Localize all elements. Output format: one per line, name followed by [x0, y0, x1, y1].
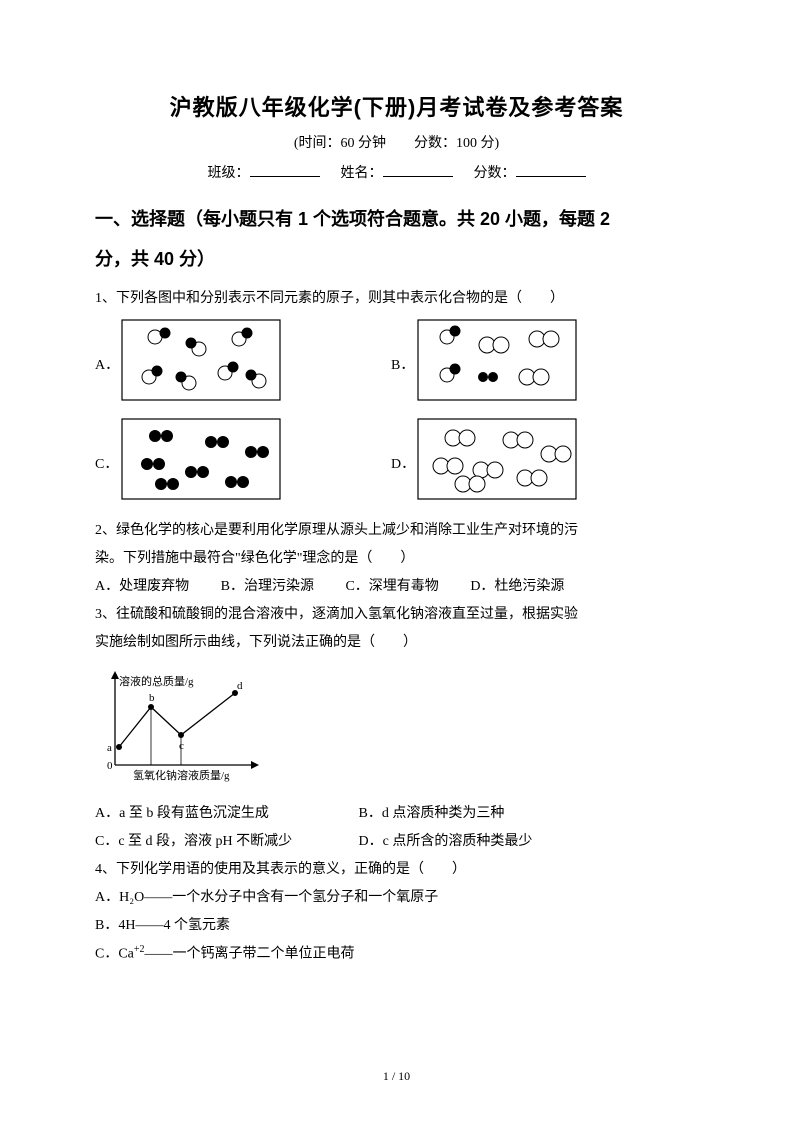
q3-option-b: B．d 点溶质种类为三种 — [359, 806, 505, 821]
class-blank[interactable] — [250, 162, 320, 177]
q3-point-a: a — [107, 742, 112, 754]
score-blank[interactable] — [516, 162, 586, 177]
q3-options-row1: A．a 至 b 段有蓝色沉淀生成 B．d 点溶质种类为三种 — [95, 800, 698, 828]
q1-row-cd: C． D． — [95, 418, 698, 511]
class-label: 班级： — [208, 166, 250, 181]
q1-label-d: D． — [391, 451, 417, 479]
section-1-heading-line1: 一、选择题（每小题只有 1 个选项符合题意。共 20 小题，每题 2 — [95, 200, 698, 240]
q3-point-b: b — [149, 692, 155, 704]
q1-label-b: B． — [391, 352, 417, 380]
q3-option-d: D．c 点所含的溶质种类最少 — [359, 834, 533, 849]
q1-label-c: C． — [95, 451, 121, 479]
page-number: 1 / 10 — [0, 1069, 793, 1084]
q2-text-line2: 染。下列措施中最符合"绿色化学"理念的是（ ） — [95, 545, 698, 573]
q4-c-post: ——一个钙离子带二个单位正电荷 — [145, 947, 355, 962]
q1-diagram-d — [417, 418, 577, 511]
svg-text:0: 0 — [107, 760, 113, 772]
q3-option-c: C．c 至 d 段，溶液 pH 不断减少 — [95, 828, 355, 856]
q1-row-ab: A． B． — [95, 319, 698, 412]
q1-diagram-b — [417, 319, 577, 412]
q4-option-c: C．Ca+2——一个钙离子带二个单位正电荷 — [95, 940, 698, 969]
q2-option-a: A．处理废弃物 — [95, 573, 189, 601]
q3-chart-xlabel: 氢氧化钠溶液质量/g — [133, 768, 230, 782]
q3-option-a: A．a 至 b 段有蓝色沉淀生成 — [95, 800, 355, 828]
q2-text-line1: 2、绿色化学的核心是要利用化学原理从源头上减少和消除工业生产对环境的污 — [95, 517, 698, 545]
exam-meta: (时间：60 分钟 分数：100 分) — [95, 132, 698, 152]
q1-diagram-c — [121, 418, 281, 511]
q3-text-line1: 3、往硫酸和硫酸铜的混合溶液中，逐滴加入氢氧化钠溶液直至过量，根据实验 — [95, 601, 698, 629]
section-1-heading: 一、选择题（每小题只有 1 个选项符合题意。共 20 小题，每题 2 分，共 4… — [95, 200, 698, 279]
exam-page: 沪教版八年级化学(下册)月考试卷及参考答案 (时间：60 分钟 分数：100 分… — [0, 0, 793, 1122]
q3-chart-ylabel: 溶液的总质量/g — [119, 674, 194, 688]
name-label: 姓名： — [341, 166, 383, 181]
q4-c-sup: +2 — [134, 944, 145, 955]
q1-diagram-a — [121, 319, 281, 412]
q4-option-a: A．H₂O——一个水分子中含有一个氢分子和一个氧原子 — [95, 884, 698, 912]
name-blank[interactable] — [383, 162, 453, 177]
q2-options: A．处理废弃物 B．治理污染源 C．深埋有毒物 D．杜绝污染源 — [95, 573, 698, 601]
question-4: 4、下列化学用语的使用及其表示的意义，正确的是（ ） A．H₂O——一个水分子中… — [95, 856, 698, 969]
q2-option-c: C．深埋有毒物 — [345, 573, 438, 601]
q2-option-d: D．杜绝污染源 — [470, 573, 564, 601]
question-1: 1、下列各图中和分别表示不同元素的原子，则其中表示化合物的是（ ） A． B． — [95, 285, 698, 511]
q3-text-line2: 实施绘制如图所示曲线，下列说法正确的是（ ） — [95, 629, 698, 657]
q1-label-a: A． — [95, 352, 121, 380]
q4-text: 4、下列化学用语的使用及其表示的意义，正确的是（ ） — [95, 856, 698, 884]
q4-c-pre: C．Ca — [95, 947, 134, 962]
section-1-heading-line2: 分，共 40 分） — [95, 240, 698, 280]
page-title: 沪教版八年级化学(下册)月考试卷及参考答案 — [95, 90, 698, 122]
question-3: 3、往硫酸和硫酸铜的混合溶液中，逐滴加入氢氧化钠溶液直至过量，根据实验 实施绘制… — [95, 601, 698, 856]
score-label: 分数： — [474, 166, 516, 181]
q3-chart: 溶液的总质量/g 氢氧化钠溶液质量/g a b c d 0 — [95, 665, 698, 796]
q2-option-b: B．治理污染源 — [221, 573, 314, 601]
student-info-line: 班级： 姓名： 分数： — [95, 162, 698, 182]
q4-option-b: B．4H——4 个氢元素 — [95, 912, 698, 940]
q3-point-c: c — [179, 740, 184, 752]
q3-options-row2: C．c 至 d 段，溶液 pH 不断减少 D．c 点所含的溶质种类最少 — [95, 828, 698, 856]
question-2: 2、绿色化学的核心是要利用化学原理从源头上减少和消除工业生产对环境的污 染。下列… — [95, 517, 698, 601]
q3-point-d: d — [237, 680, 243, 692]
q1-text: 1、下列各图中和分别表示不同元素的原子，则其中表示化合物的是（ ） — [95, 285, 698, 313]
